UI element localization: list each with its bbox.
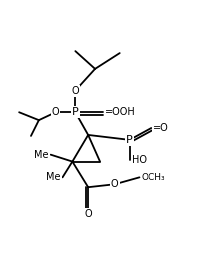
Text: P: P — [126, 135, 133, 145]
Text: =O: =O — [153, 123, 169, 133]
Text: P: P — [72, 107, 79, 117]
Text: HO: HO — [132, 155, 147, 165]
Text: Me: Me — [46, 172, 61, 182]
Text: O: O — [111, 179, 119, 189]
Text: Me: Me — [34, 150, 49, 160]
Text: O: O — [52, 107, 59, 117]
Text: O: O — [84, 209, 92, 219]
Text: OCH₃: OCH₃ — [141, 173, 165, 182]
Text: =OOH: =OOH — [105, 107, 136, 117]
Text: O: O — [72, 86, 79, 96]
